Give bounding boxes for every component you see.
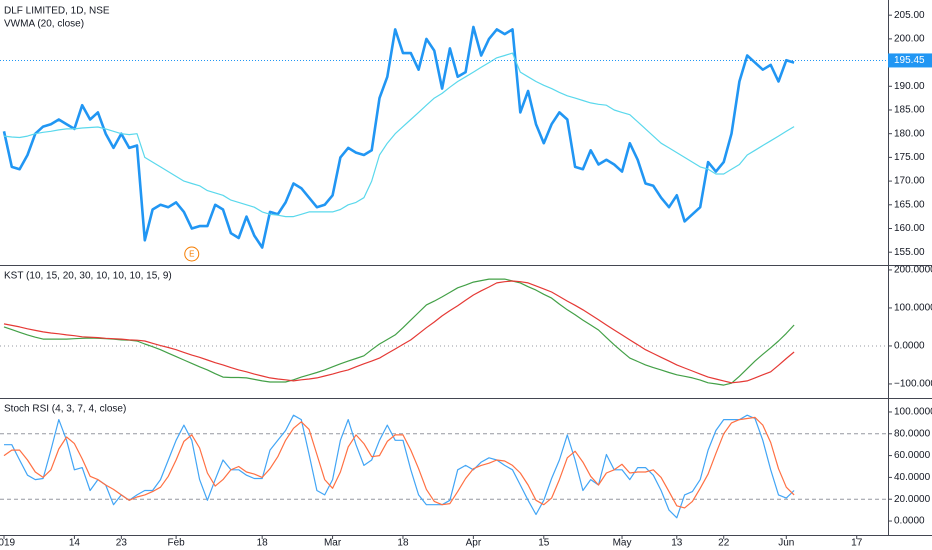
x-tick-label: Feb: [167, 538, 185, 549]
last-price-label: 195.45: [894, 55, 925, 66]
y-tick-label: 20.0000: [894, 494, 931, 505]
y-tick-label: 200.00: [894, 34, 925, 45]
pane-title: Stoch RSI (4, 3, 7, 4, close): [4, 404, 126, 415]
y-tick-label: 0.0000: [894, 516, 925, 527]
y-tick-label: −100.0000: [894, 379, 932, 390]
x-tick-label: 14: [69, 538, 81, 549]
x-tick-label: 15: [538, 538, 550, 549]
y-tick-label: 205.00: [894, 10, 925, 21]
event-marker: [184, 246, 200, 262]
y-tick-label: 100.0000: [894, 407, 932, 418]
legend-entry: VWMA (20, close): [4, 19, 84, 30]
y-tick-label: 190.00: [894, 81, 925, 92]
y-tick-label: 165.00: [894, 199, 925, 210]
y-tick-label: 160.00: [894, 223, 925, 234]
series-line: [2, 25, 795, 249]
series-line: [3, 278, 795, 386]
x-tick-label: 18: [257, 538, 269, 549]
pane-title: DLF LIMITED, 1D, NSE: [4, 6, 110, 17]
x-tick-label: 23: [116, 538, 128, 549]
series-line: [3, 52, 795, 218]
x-tick-label: May: [613, 538, 632, 549]
x-tick-label: 17: [851, 538, 863, 549]
y-tick-label: 40.0000: [894, 472, 931, 483]
y-tick-label: 185.00: [894, 105, 925, 116]
x-tick-label: Apr: [466, 538, 482, 549]
series-line: [3, 416, 795, 509]
x-tick-label: Mar: [324, 538, 342, 549]
y-tick-label: 100.0000: [894, 303, 932, 314]
y-tick-label: 0.0000: [894, 341, 925, 352]
y-tick-label: 155.00: [894, 247, 925, 258]
y-tick-label: 60.0000: [894, 450, 931, 461]
y-tick-label: 200.0000: [894, 265, 932, 276]
y-tick-label: 180.00: [894, 128, 925, 139]
x-tick-label: 13: [671, 538, 683, 549]
x-tick-label: 18: [397, 538, 409, 549]
series-line: [3, 280, 795, 384]
event-label: E: [189, 250, 194, 259]
x-tick-label: 2019: [0, 538, 16, 549]
y-tick-label: 170.00: [894, 176, 925, 187]
last-price-box: [888, 53, 932, 68]
y-tick-label: 175.00: [894, 152, 925, 163]
x-tick-label: 22: [718, 538, 730, 549]
y-tick-label: 80.0000: [894, 428, 931, 439]
pane-title: KST (10, 15, 20, 30, 10, 10, 10, 15, 9): [4, 271, 172, 282]
x-tick-label: Jun: [778, 538, 794, 549]
series-line: [4, 414, 795, 519]
